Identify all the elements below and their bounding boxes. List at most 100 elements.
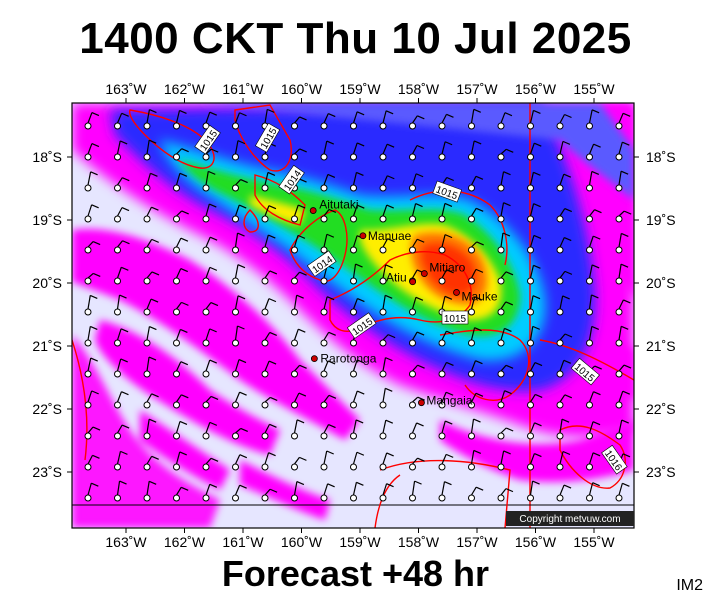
wind-barb bbox=[379, 452, 394, 471]
lon-label: 159˚W bbox=[339, 534, 381, 550]
wind-barb bbox=[173, 172, 188, 192]
lat-label: 22˚S bbox=[646, 401, 676, 417]
wind-barb bbox=[173, 451, 187, 471]
wind-barb bbox=[527, 362, 543, 378]
wind-barb bbox=[409, 364, 425, 378]
place-atiu: Atiu bbox=[386, 271, 417, 286]
wind-barb bbox=[143, 480, 157, 502]
wind-barb bbox=[615, 364, 632, 378]
wind-barb bbox=[114, 266, 129, 285]
wind-barb bbox=[615, 325, 629, 347]
wind-barb bbox=[232, 295, 246, 316]
wind-barb bbox=[232, 427, 248, 440]
wind-barb bbox=[173, 301, 189, 316]
wind-barb bbox=[261, 452, 276, 471]
wind-barb bbox=[438, 453, 454, 471]
wind-barb bbox=[497, 301, 514, 316]
wind-barb bbox=[350, 451, 365, 471]
wind-barb bbox=[84, 143, 100, 161]
wind-barb bbox=[497, 171, 511, 192]
wind-barb bbox=[173, 394, 189, 409]
wind-barb bbox=[291, 204, 306, 223]
wind-barb bbox=[84, 294, 98, 316]
place-label: Manuae bbox=[368, 229, 412, 243]
wind-barb bbox=[291, 480, 305, 502]
wind-barb bbox=[438, 361, 454, 378]
wind-barb bbox=[438, 113, 454, 130]
lat-label: 18˚S bbox=[646, 149, 676, 165]
wind-barb bbox=[556, 113, 572, 130]
wind-barb bbox=[468, 108, 481, 130]
wind-barb bbox=[143, 206, 159, 223]
lon-labels-top: 163˚W 162˚W 161˚W 160˚W 159˚W 158˚W 157˚W 156˚W… bbox=[105, 81, 615, 97]
lon-labels-bottom: 163˚W 162˚W 161˚W 160˚W 159˚W 158˚W 157˚W 156˚W… bbox=[105, 534, 615, 550]
wind-barb bbox=[409, 173, 424, 192]
map-title: 1400 CKT Thu 10 Jul 2025 bbox=[79, 14, 632, 63]
wind-barb bbox=[232, 232, 245, 254]
wind-barb bbox=[114, 328, 129, 347]
lon-label: 162˚W bbox=[164, 534, 206, 550]
lon-label: 161˚W bbox=[222, 534, 264, 550]
wind-barb bbox=[320, 140, 334, 161]
wind-barb bbox=[497, 364, 514, 378]
wind-barb bbox=[84, 390, 99, 409]
wind-barb bbox=[320, 450, 334, 471]
wind-barb bbox=[615, 263, 629, 285]
rain-field bbox=[72, 103, 634, 528]
place-label: Rarotonga bbox=[320, 352, 376, 366]
wind-barb bbox=[556, 394, 573, 409]
wind-barb bbox=[173, 420, 188, 440]
wind-barb bbox=[320, 394, 337, 409]
lat-label: 22˚S bbox=[32, 401, 62, 417]
wind-barb bbox=[291, 419, 305, 440]
lat-label: 18˚S bbox=[32, 149, 62, 165]
place-mangaia: Mangaia bbox=[418, 394, 473, 408]
wind-barb bbox=[527, 171, 541, 192]
wind-barb bbox=[232, 391, 247, 409]
wind-barb bbox=[261, 396, 278, 409]
lat-label: 20˚S bbox=[32, 275, 62, 291]
wind-barb bbox=[468, 296, 482, 316]
wind-barb bbox=[114, 480, 127, 502]
wind-barb bbox=[379, 294, 393, 316]
lon-label: 157˚W bbox=[456, 534, 498, 550]
place-markers: Aitutaki Manuae Atiu Mitiaro Mauke Rarotonga M… bbox=[309, 198, 498, 408]
place-label: Atiu bbox=[386, 271, 407, 285]
wind-barb bbox=[586, 294, 599, 316]
place-label: Mangaia bbox=[426, 394, 472, 408]
wind-barb bbox=[409, 331, 425, 347]
wind-barb bbox=[497, 450, 511, 471]
wind-barb bbox=[468, 268, 484, 285]
wind-barb bbox=[84, 241, 101, 254]
wind-barb bbox=[84, 357, 98, 378]
wind-barb bbox=[320, 483, 335, 502]
wind-barb bbox=[291, 294, 304, 316]
lat-labels-right: 18˚S 19˚S 20˚S 21˚S 22˚S 23˚S bbox=[646, 149, 676, 480]
wind-barb bbox=[497, 148, 514, 161]
lat-label: 19˚S bbox=[32, 212, 62, 228]
wind-barb bbox=[84, 204, 99, 223]
wind-barb bbox=[527, 422, 542, 440]
wind-barb bbox=[261, 298, 277, 316]
wind-barb bbox=[615, 299, 631, 316]
wind-barb bbox=[438, 330, 454, 347]
place-label: Aitutaki bbox=[319, 198, 358, 212]
wind-barb bbox=[232, 264, 246, 285]
wind-barb bbox=[556, 484, 572, 502]
wind-barb bbox=[291, 271, 307, 285]
copyright-box bbox=[506, 511, 634, 526]
copyright-text: Copyright metvuw.com bbox=[519, 514, 620, 525]
wind-barb bbox=[615, 232, 629, 254]
wind-barb bbox=[202, 266, 218, 285]
wind-barb bbox=[586, 482, 600, 502]
wind-barb bbox=[409, 396, 425, 409]
wind-barb bbox=[556, 270, 573, 285]
wind-barb bbox=[202, 395, 219, 409]
wind-barb bbox=[291, 364, 307, 378]
axis-ticks bbox=[67, 98, 639, 533]
wind-barb bbox=[143, 393, 159, 409]
wind-barb bbox=[261, 270, 278, 285]
wind-barb bbox=[586, 421, 601, 440]
wind-barb bbox=[320, 113, 336, 130]
